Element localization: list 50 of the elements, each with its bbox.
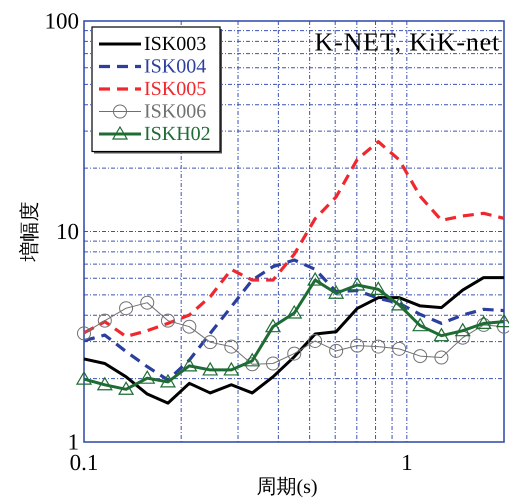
point <box>392 297 407 311</box>
point <box>370 282 386 295</box>
point <box>118 382 134 395</box>
point <box>203 335 218 350</box>
point <box>97 377 112 390</box>
point <box>77 326 91 340</box>
point <box>76 371 92 385</box>
point <box>476 316 492 329</box>
point <box>413 349 428 364</box>
point <box>182 320 196 334</box>
point <box>140 296 154 310</box>
annotation: K-NET, KiK-net <box>314 28 500 56</box>
point <box>245 357 260 372</box>
x-axis-title: 周期(s) <box>256 476 318 498</box>
point <box>119 301 134 316</box>
legend-label: ISK006 <box>144 100 206 122</box>
point <box>455 323 470 336</box>
point <box>287 346 302 361</box>
point <box>265 319 281 332</box>
y-tick-label: 100 <box>44 8 79 34</box>
legend-label: ISKH02 <box>144 123 211 145</box>
point <box>266 356 280 370</box>
point <box>456 330 470 345</box>
point <box>434 328 450 342</box>
point <box>244 353 260 366</box>
point <box>224 362 239 376</box>
point <box>434 350 448 365</box>
point <box>160 374 176 388</box>
point <box>224 340 238 354</box>
point <box>350 338 364 353</box>
legend-label: ISK003 <box>144 33 206 55</box>
y-axis-title: 増幅度 <box>18 202 41 262</box>
point <box>182 358 197 372</box>
point <box>98 314 112 328</box>
point <box>308 334 322 348</box>
point <box>476 318 491 332</box>
point <box>329 344 344 358</box>
point <box>371 340 386 354</box>
legend-label: ISK004 <box>144 56 206 78</box>
point <box>350 277 365 291</box>
point <box>160 314 175 328</box>
point <box>202 362 218 376</box>
legend-label: ISK005 <box>144 78 206 100</box>
point <box>392 342 406 356</box>
point <box>412 318 428 332</box>
point <box>140 370 155 384</box>
point <box>328 286 344 299</box>
y-tick-label: 10 <box>56 219 79 244</box>
point <box>286 305 302 319</box>
point <box>308 272 323 286</box>
